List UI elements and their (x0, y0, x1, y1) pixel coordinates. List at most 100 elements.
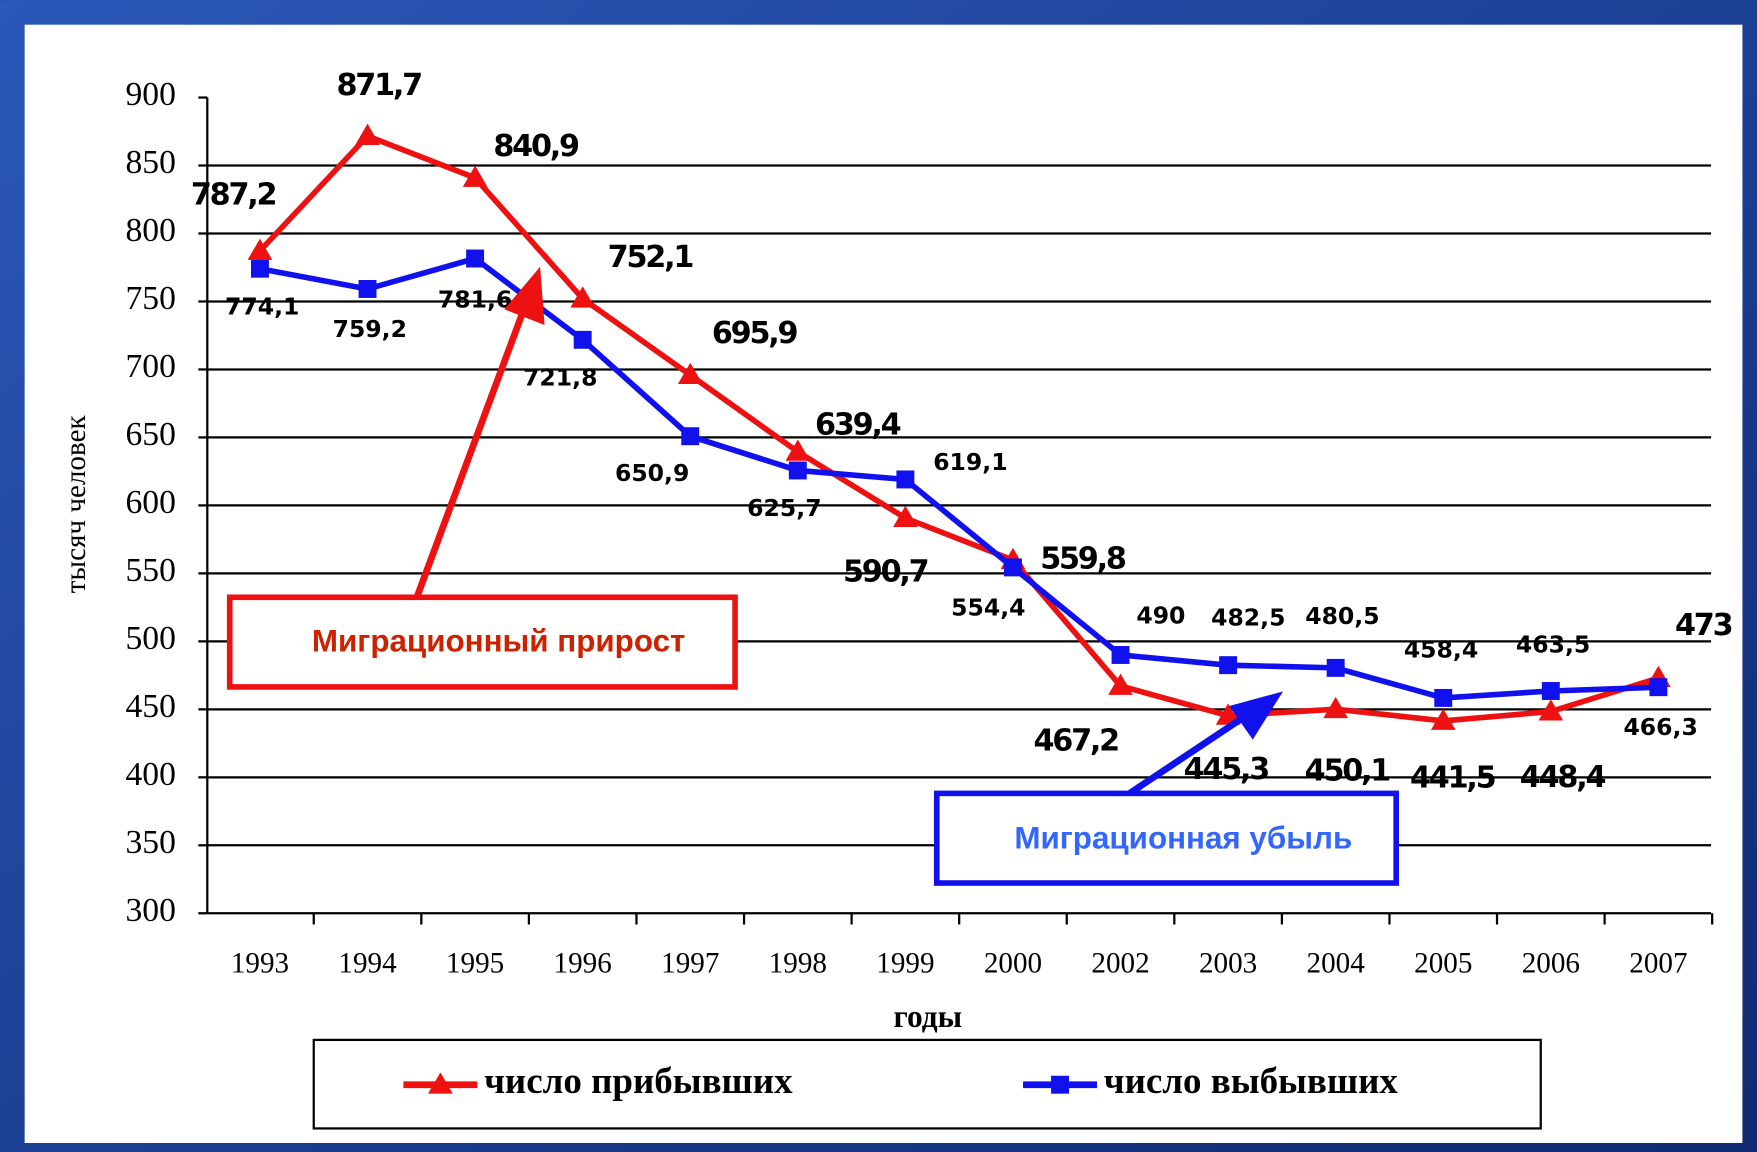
data-label: 482,5 (1211, 604, 1285, 632)
marker (677, 362, 703, 384)
marker (893, 505, 918, 528)
legend-label: число выбывших (1104, 1060, 1399, 1101)
data-label: 871,7 (336, 68, 421, 103)
marker (251, 259, 269, 278)
x-tick-label: 1993 (231, 948, 289, 980)
data-label: 840,9 (493, 129, 579, 164)
data-label: 554,4 (951, 593, 1025, 621)
marker (1434, 688, 1453, 707)
annotation-box (226, 594, 738, 690)
legend (312, 1038, 1542, 1130)
x-tick-label: 2007 (1629, 948, 1687, 980)
y-axis-label: тысяч человек (60, 415, 92, 594)
data-label: 590,7 (843, 554, 928, 589)
y-tick-label: 550 (126, 552, 176, 589)
y-tick-label: 350 (126, 824, 176, 861)
data-label: 559,8 (1040, 542, 1126, 577)
y-tick-label: 300 (126, 892, 176, 929)
data-label: 467,2 (1033, 723, 1118, 758)
x-tick-label: 2002 (1091, 948, 1149, 980)
marker (1108, 673, 1133, 695)
data-label: 445,3 (1184, 752, 1269, 787)
data-label: 625,7 (747, 494, 821, 522)
data-label: 781,6 (438, 286, 512, 314)
x-axis-label: годы (894, 999, 963, 1034)
marker (1111, 645, 1130, 664)
x-tick-label: 1995 (446, 948, 504, 980)
series-line (257, 132, 1660, 724)
arrow-head (504, 266, 545, 325)
data-label: 787,2 (191, 177, 276, 212)
y-tick-label: 700 (126, 348, 176, 385)
marker (896, 470, 915, 489)
series-line (259, 255, 1659, 701)
marker (1541, 682, 1560, 700)
x-tick-label: 1996 (554, 948, 612, 980)
arrow (1127, 714, 1246, 797)
arrow-head (1229, 691, 1284, 740)
marker (570, 286, 596, 308)
marker (466, 249, 485, 268)
x-tick-label: 2003 (1199, 948, 1257, 980)
y-tick-label: 900 (126, 76, 176, 113)
y-tick-label: 750 (126, 280, 176, 317)
data-label: 721,8 (523, 364, 597, 392)
marker (462, 165, 488, 187)
marker (1649, 678, 1668, 697)
marker (1430, 708, 1456, 730)
data-label: 441,5 (1410, 761, 1495, 796)
data-label: 639,4 (815, 408, 901, 443)
marker (1051, 1075, 1069, 1094)
marker (1326, 658, 1345, 677)
data-label: 752,1 (608, 240, 693, 275)
data-label: 480,5 (1305, 602, 1379, 630)
marker (788, 461, 807, 480)
data-label: 490 (1136, 601, 1185, 629)
data-label: 450,1 (1305, 753, 1390, 788)
y-tick-label: 450 (126, 688, 176, 725)
x-tick-label: 2006 (1522, 948, 1580, 980)
x-tick-label: 2000 (984, 948, 1042, 980)
marker (1538, 699, 1564, 721)
data-label: 458,4 (1404, 635, 1478, 663)
data-label: 463,5 (1516, 631, 1590, 659)
data-label: 695,9 (712, 316, 798, 351)
y-tick-label: 600 (126, 484, 176, 521)
x-tick-label: 2004 (1307, 948, 1366, 980)
marker (1219, 656, 1238, 675)
data-label: 650,9 (615, 459, 689, 487)
annotation: Миграционный прирост (312, 624, 686, 659)
marker (573, 330, 592, 349)
plot-panel (24, 24, 1743, 1143)
x-tick-label: 1997 (661, 948, 719, 980)
data-label: 759,2 (333, 315, 407, 343)
data-label: 448,4 (1520, 760, 1606, 795)
annotation-box (933, 790, 1399, 886)
marker (785, 439, 811, 461)
marker (1323, 696, 1349, 719)
x-tick-label: 1998 (769, 948, 827, 980)
y-tick-label: 400 (126, 756, 176, 793)
data-label: 774,1 (225, 292, 299, 320)
marker (1215, 703, 1241, 725)
marker (428, 1072, 453, 1094)
data-label: 466,3 (1623, 713, 1697, 741)
data-label: 619,1 (933, 448, 1007, 476)
x-tick-label: 1999 (876, 948, 934, 980)
marker (1004, 558, 1022, 577)
y-tick-label: 650 (126, 416, 176, 453)
marker (358, 279, 377, 298)
y-tick-label: 850 (126, 144, 176, 181)
x-tick-label: 2005 (1414, 948, 1472, 980)
y-tick-label: 800 (126, 212, 176, 249)
annotation: Миграционная убыль (1014, 821, 1352, 856)
marker (355, 123, 380, 145)
legend-label: число прибывших (484, 1060, 793, 1101)
y-tick-label: 500 (126, 620, 176, 657)
x-tick-label: 1994 (338, 948, 397, 980)
marker (247, 238, 273, 260)
arrow (413, 312, 526, 599)
marker (681, 427, 700, 446)
data-label: 473 (1675, 608, 1732, 643)
